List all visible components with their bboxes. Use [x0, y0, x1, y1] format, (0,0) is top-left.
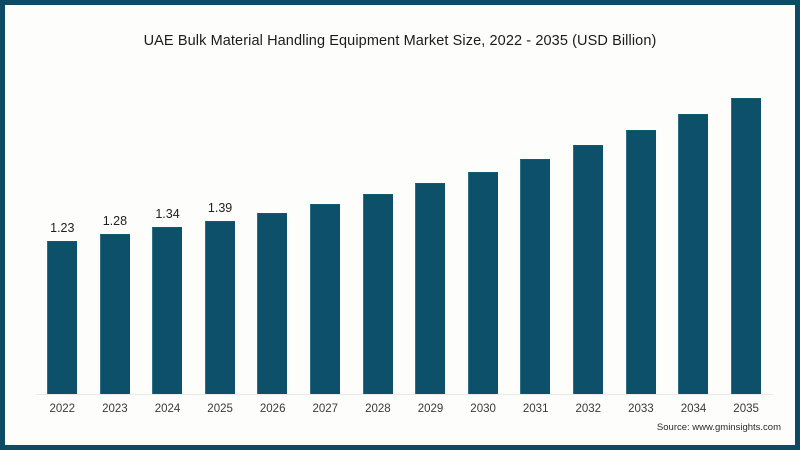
- bar: [415, 182, 446, 395]
- bar-column: [720, 75, 773, 395]
- bar: [730, 97, 761, 395]
- x-axis-tick-label: 2032: [575, 403, 602, 415]
- bar: [362, 194, 393, 395]
- bar-value-label: 1.34: [155, 206, 180, 221]
- plot-area: [36, 75, 773, 395]
- bar-column: [667, 75, 720, 395]
- bar-column: [509, 75, 562, 395]
- bar-column: [615, 75, 668, 395]
- x-axis-tick-label: 2023: [102, 403, 128, 415]
- x-axis-tick-label: 2029: [417, 403, 444, 415]
- source-attribution: Source: www.gminsights.com: [656, 422, 781, 433]
- bar-column: [36, 75, 89, 395]
- x-axis-tick-label: 2024: [154, 403, 181, 415]
- bar-value-label: 1.28: [102, 214, 128, 229]
- bar-column: [141, 75, 194, 395]
- x-axis-tick-label: 2028: [365, 403, 391, 415]
- bar: [520, 159, 551, 395]
- bar: [47, 240, 77, 395]
- page-title: UAE Bulk Material Handling Equipment Mar…: [143, 33, 657, 49]
- x-axis-tick-label: 2022: [49, 403, 76, 415]
- bar: [310, 204, 340, 395]
- bar: [257, 213, 288, 395]
- bar-column: [194, 75, 247, 395]
- bar: [625, 130, 656, 395]
- bar-value-label: 1.39: [207, 200, 233, 215]
- x-axis-line: [36, 394, 773, 395]
- bar: [99, 234, 130, 395]
- bar: [467, 171, 498, 395]
- bar: [204, 220, 235, 395]
- bar-column: [404, 75, 457, 395]
- bar-value-label: 1.23: [50, 220, 75, 235]
- x-axis-tick-label: 2031: [522, 403, 549, 415]
- bar-column: [562, 75, 615, 395]
- bar: [678, 113, 709, 395]
- x-axis-tick-label: 2026: [259, 403, 286, 415]
- bar: [573, 145, 603, 395]
- bar-column: [246, 75, 299, 395]
- bar-column: [89, 75, 142, 395]
- bar: [152, 226, 183, 395]
- x-axis-tick-label: 2025: [207, 403, 233, 415]
- bar-column: [352, 75, 405, 395]
- x-axis-tick-label: 2030: [470, 403, 496, 415]
- x-axis-tick-label: 2033: [628, 403, 654, 415]
- bar-column: [299, 75, 352, 395]
- bar-column: [457, 75, 510, 395]
- x-axis-tick-label: 2034: [680, 403, 707, 415]
- x-axis-tick-label: 2027: [312, 403, 339, 415]
- x-axis-tick-label: 2035: [733, 403, 759, 415]
